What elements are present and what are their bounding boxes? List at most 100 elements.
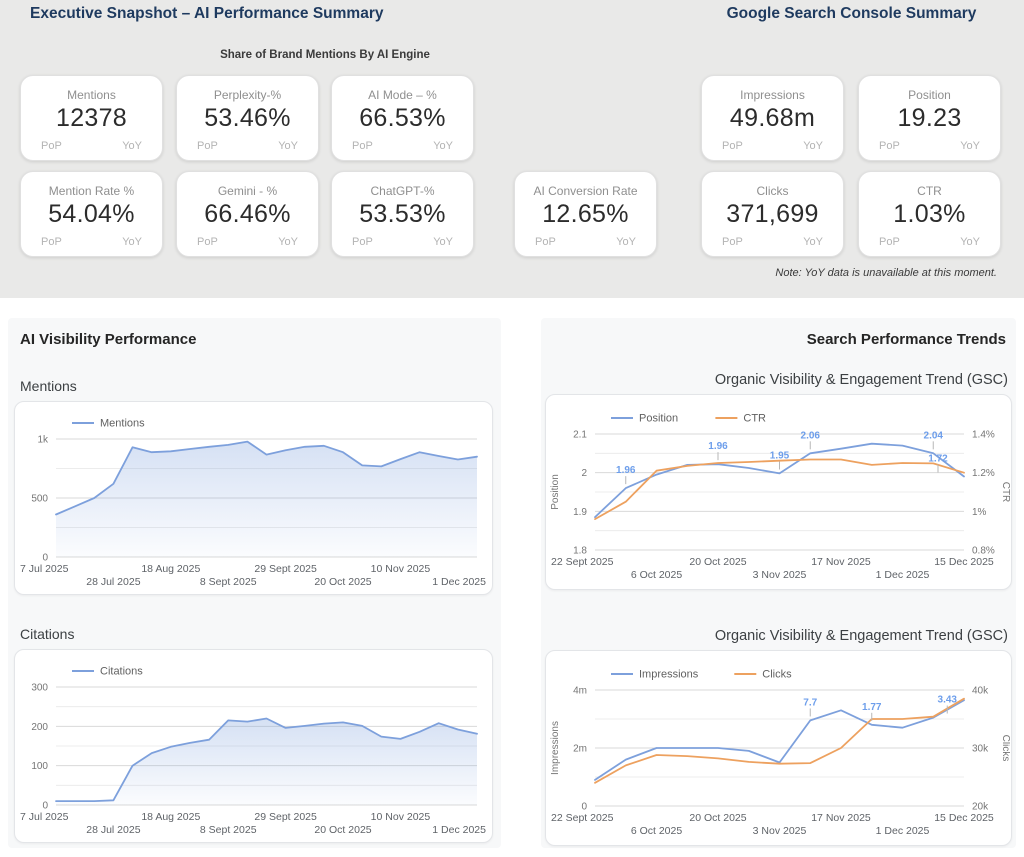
kpi-label: Mention Rate %: [48, 184, 135, 198]
svg-text:6 Oct 2025: 6 Oct 2025: [631, 569, 683, 581]
kpi-value: 53.46%: [204, 104, 291, 132]
share-of-brand-mentions-title: Share of Brand Mentions By AI Engine: [220, 49, 430, 61]
kpi-label: Clicks: [756, 184, 789, 198]
ai-visibility-panel: AI Visibility Performance Mentions 0 500 1…: [8, 318, 501, 848]
kpi-label: AI Conversion Rate: [533, 184, 638, 198]
svg-text:500: 500: [31, 494, 48, 505]
kpi-value: 1.03%: [893, 200, 966, 228]
svg-text:1 Dec 2025: 1 Dec 2025: [432, 576, 486, 588]
header-ai-summary: Executive Snapshot – AI Performance Summ…: [30, 5, 384, 22]
mentions-line: [55, 440, 478, 516]
pop-label: PoP: [722, 236, 743, 248]
ctr-line: [594, 458, 965, 520]
yoy-label: YoY: [122, 236, 142, 248]
data-point-label: 1.96: [708, 441, 728, 452]
citations-legend-label: Citations: [100, 666, 143, 678]
pop-label: PoP: [535, 236, 556, 248]
yoy-label: YoY: [803, 140, 823, 152]
data-point-label: 7.7: [803, 697, 817, 708]
mentions-section-label: Mentions: [20, 378, 77, 394]
svg-text:15 Dec 2025: 15 Dec 2025: [934, 556, 994, 568]
svg-text:7 Jul 2025: 7 Jul 2025: [20, 811, 69, 823]
position-line: [594, 442, 965, 518]
svg-text:7 Jul 2025: 7 Jul 2025: [20, 563, 69, 575]
kpi-value: 12378: [55, 104, 128, 132]
kpi-value: 12.65%: [542, 200, 629, 228]
kpi-label: Mentions: [67, 88, 116, 102]
svg-text:0: 0: [581, 802, 587, 813]
kpi-card-perplexity: Perplexity-% 53.46% PoP YoY: [176, 75, 319, 161]
clicks-legend-label: Clicks: [762, 669, 792, 681]
yoy-label: YoY: [960, 236, 980, 248]
kpi-card-ai-mode: AI Mode – % 66.53% PoP YoY: [331, 75, 474, 161]
kpi-card-mention-rate: Mention Rate % 54.04% PoP YoY: [20, 171, 163, 257]
kpi-card-ctr: CTR 1.03% PoP YoY: [858, 171, 1001, 257]
svg-text:18 Aug 2025: 18 Aug 2025: [141, 811, 200, 823]
svg-text:1 Dec 2025: 1 Dec 2025: [876, 825, 930, 837]
mentions-chart[interactable]: 0 500 1k 7 Jul 2025 28 Jul 2025 18 Aug 2025 8 …: [14, 401, 493, 595]
svg-text:40k: 40k: [972, 686, 989, 697]
kpi-value: 66.53%: [359, 104, 446, 132]
pop-label: PoP: [722, 140, 743, 152]
pop-label: PoP: [352, 236, 373, 248]
svg-text:0: 0: [42, 801, 48, 812]
position-ctr-left-axis-title: Position: [550, 474, 561, 510]
pop-label: PoP: [197, 140, 218, 152]
data-point-label: 1.95: [770, 450, 790, 461]
svg-text:1.4%: 1.4%: [972, 430, 995, 441]
pop-label: PoP: [41, 140, 62, 152]
svg-text:8 Sept 2025: 8 Sept 2025: [200, 824, 257, 836]
svg-text:1 Dec 2025: 1 Dec 2025: [432, 824, 486, 836]
citations-section-label: Citations: [20, 626, 75, 642]
svg-text:28 Jul 2025: 28 Jul 2025: [86, 824, 140, 836]
pop-label: PoP: [879, 140, 900, 152]
impressions-clicks-chart[interactable]: 0 2m 4m 20k 30k 40k 22 Sept 2025 6 Oct 2025 20 O…: [545, 650, 1012, 846]
impressions-legend-label: Impressions: [639, 669, 699, 681]
svg-text:29 Sept 2025: 29 Sept 2025: [254, 563, 317, 575]
svg-text:1k: 1k: [37, 435, 49, 446]
impressions-line: [594, 699, 965, 781]
clicks-line: [594, 697, 965, 784]
position-legend-label: Position: [639, 413, 678, 425]
data-point-label: 1.77: [862, 702, 882, 713]
svg-text:1.2%: 1.2%: [972, 468, 995, 479]
kpi-label: Impressions: [740, 88, 805, 102]
citations-chart[interactable]: 0 100 200 300 7 Jul 2025 28 Jul 2025 18 Aug 20…: [14, 649, 493, 843]
svg-text:3 Nov 2025: 3 Nov 2025: [753, 569, 807, 581]
svg-text:1 Dec 2025: 1 Dec 2025: [876, 569, 930, 581]
pop-label: PoP: [352, 140, 373, 152]
position-ctr-svg: 1.8 1.9 2 2.1 0.8% 1% 1.2% 1.4% 22 Sept 2025 6 Oc…: [550, 413, 1010, 582]
svg-text:17 Nov 2025: 17 Nov 2025: [811, 812, 871, 824]
kpi-value: 54.04%: [48, 200, 135, 228]
gsc-trend-title-2: Organic Visibility & Engagement Trend (G…: [714, 628, 1008, 644]
mentions-area: [56, 441, 477, 557]
kpi-card-chatgpt: ChatGPT-% 53.53% PoP YoY: [331, 171, 474, 257]
svg-text:2: 2: [581, 468, 587, 479]
svg-text:18 Aug 2025: 18 Aug 2025: [141, 563, 200, 575]
kpi-value: 66.46%: [204, 200, 291, 228]
kpi-card-impressions: Impressions 49.68m PoP YoY: [701, 75, 844, 161]
svg-text:20 Oct 2025: 20 Oct 2025: [314, 824, 371, 836]
kpi-label: AI Mode – %: [368, 88, 437, 102]
impressions-clicks-right-axis-title: Clicks: [1000, 735, 1010, 762]
kpi-label: Gemini - %: [217, 184, 278, 198]
svg-text:22 Sept 2025: 22 Sept 2025: [551, 556, 614, 568]
svg-text:17 Nov 2025: 17 Nov 2025: [811, 556, 871, 568]
position-ctr-chart[interactable]: 1.8 1.9 2 2.1 0.8% 1% 1.2% 1.4% 22 Sept 2025 6 Oc…: [545, 394, 1012, 590]
svg-text:200: 200: [31, 722, 48, 733]
svg-text:20 Oct 2025: 20 Oct 2025: [314, 576, 371, 588]
svg-text:2.1: 2.1: [573, 430, 587, 441]
kpi-label: Position: [908, 88, 951, 102]
yoy-label: YoY: [616, 236, 636, 248]
pop-label: PoP: [41, 236, 62, 248]
kpi-value: 371,699: [726, 200, 819, 228]
pop-label: PoP: [197, 236, 218, 248]
kpi-label: CTR: [917, 184, 942, 198]
svg-text:3 Nov 2025: 3 Nov 2025: [753, 825, 807, 837]
ai-visibility-title: AI Visibility Performance: [20, 331, 197, 348]
kpi-value: 19.23: [897, 104, 962, 132]
kpi-card-mentions: Mentions 12378 PoP YoY: [20, 75, 163, 161]
yoy-label: YoY: [433, 140, 453, 152]
